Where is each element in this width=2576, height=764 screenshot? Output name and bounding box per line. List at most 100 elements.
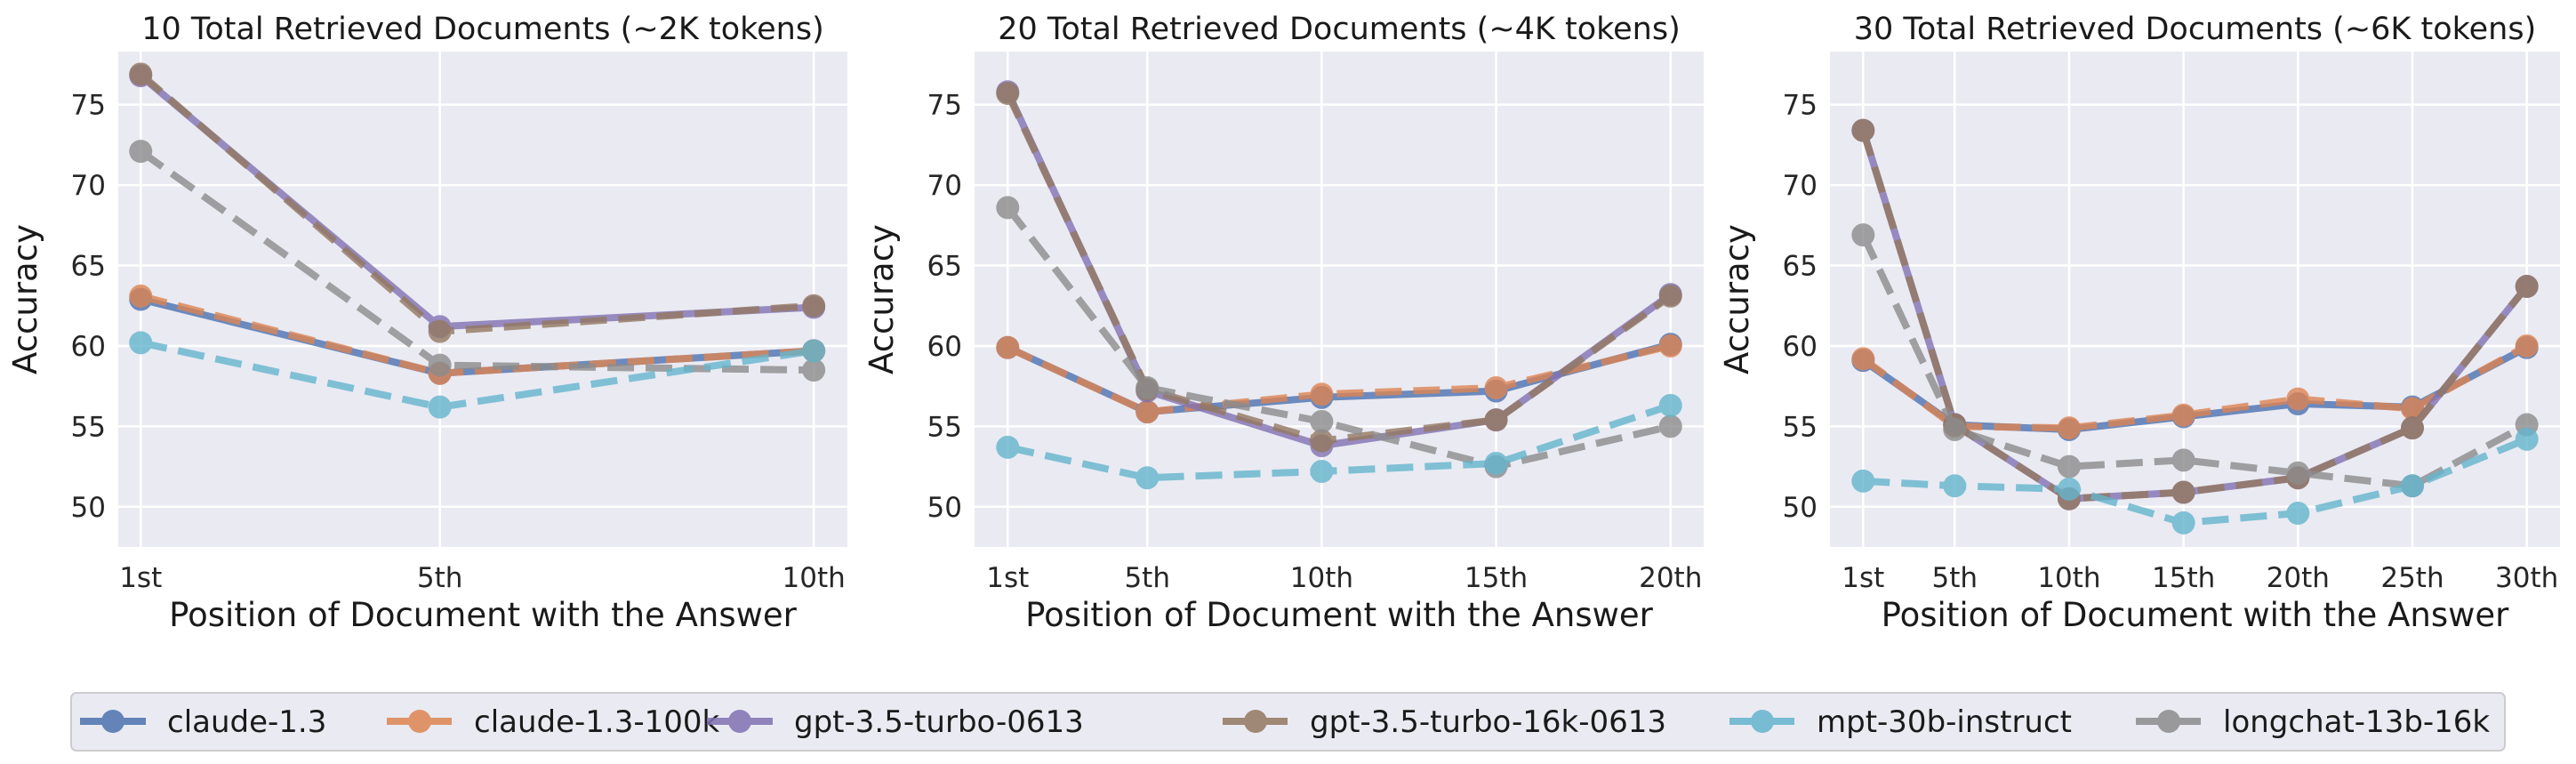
data-point bbox=[996, 82, 1020, 106]
legend-entry-claude-1.3-100k bbox=[387, 710, 453, 733]
legend-entry-gpt-3.5-turbo-0613 bbox=[707, 710, 773, 733]
y-tick-label: 60 bbox=[927, 331, 962, 363]
x-tick-label: 5th bbox=[1124, 562, 1170, 594]
data-point bbox=[2171, 448, 2195, 472]
legend-entry-mpt-30b-instruct bbox=[1729, 710, 1795, 733]
y-tick-label: 75 bbox=[71, 90, 106, 122]
series-claude-1.3-100k bbox=[996, 334, 1682, 424]
y-tick-label: 55 bbox=[71, 411, 106, 443]
data-point bbox=[1310, 460, 1334, 484]
series-gpt-3.5-turbo-16k-0613 bbox=[996, 82, 1682, 453]
data-point bbox=[1136, 400, 1160, 424]
data-point bbox=[2286, 387, 2310, 411]
data-point bbox=[1658, 393, 1682, 417]
x-tick-label: 15th bbox=[1465, 562, 1528, 594]
x-axis-label: Position of Document with the Answer bbox=[1025, 596, 1653, 634]
y-axis-label: Accuracy bbox=[1718, 224, 1756, 374]
x-tick-label: 1st bbox=[986, 562, 1029, 594]
y-tick-label: 75 bbox=[1783, 90, 1818, 122]
x-tick-label: 5th bbox=[417, 562, 463, 594]
legend-label: claude-1.3-100k bbox=[474, 704, 720, 740]
data-point bbox=[1851, 347, 1875, 371]
data-point bbox=[2171, 403, 2195, 427]
data-point bbox=[1943, 474, 1967, 498]
series-mpt-30b-instruct bbox=[129, 331, 826, 419]
chart-panel-2: 20 Total Retrieved Documents (~4K tokens… bbox=[863, 12, 1704, 634]
legend-label: longchat-13b-16k bbox=[2223, 704, 2490, 740]
x-axis-label: Position of Document with the Answer bbox=[169, 596, 797, 634]
legend-label: claude-1.3 bbox=[167, 704, 326, 740]
chart-title: 10 Total Retrieved Documents (~2K tokens… bbox=[141, 12, 824, 47]
data-point bbox=[2286, 502, 2310, 526]
y-tick-label: 65 bbox=[71, 251, 106, 283]
data-point bbox=[1851, 469, 1875, 493]
data-point bbox=[2057, 477, 2081, 501]
chart-title: 30 Total Retrieved Documents (~6K tokens… bbox=[1854, 12, 2537, 47]
x-tick-label: 10th bbox=[1290, 562, 1353, 594]
data-point bbox=[2057, 454, 2081, 479]
series-gpt-3.5-turbo-16k-0613 bbox=[129, 62, 826, 343]
data-point bbox=[802, 339, 826, 363]
legend-marker bbox=[1244, 710, 1267, 733]
legend-label: gpt-3.5-turbo-0613 bbox=[794, 704, 1084, 740]
legend-label: gpt-3.5-turbo-16k-0613 bbox=[1310, 704, 1666, 740]
x-tick-label: 15th bbox=[2152, 562, 2215, 594]
data-point bbox=[428, 395, 452, 419]
data-point bbox=[129, 331, 153, 355]
y-tick-label: 65 bbox=[927, 251, 962, 283]
x-tick-label: 25th bbox=[2380, 562, 2444, 594]
chart-panel-3: 30 Total Retrieved Documents (~6K tokens… bbox=[1718, 12, 2560, 634]
data-point bbox=[802, 294, 826, 318]
x-tick-label: 10th bbox=[782, 562, 846, 594]
y-tick-label: 60 bbox=[71, 331, 106, 363]
y-tick-label: 55 bbox=[1783, 411, 1818, 443]
y-axis-label: Accuracy bbox=[6, 224, 44, 374]
data-point bbox=[1484, 451, 1508, 475]
y-tick-label: 50 bbox=[71, 492, 106, 524]
x-tick-label: 1st bbox=[1842, 562, 1884, 594]
data-point bbox=[2171, 511, 2195, 535]
data-point bbox=[1851, 223, 1875, 247]
x-tick-label: 1st bbox=[119, 562, 162, 594]
legend-marker bbox=[728, 710, 751, 733]
data-point bbox=[996, 435, 1020, 459]
data-point bbox=[1310, 409, 1334, 433]
data-point bbox=[2171, 480, 2195, 504]
data-point bbox=[1658, 414, 1682, 438]
data-point bbox=[1943, 417, 1967, 441]
data-point bbox=[2286, 461, 2310, 485]
data-point bbox=[1136, 466, 1160, 490]
legend-entry-gpt-3.5-turbo-16k-0613 bbox=[1223, 710, 1288, 733]
data-point bbox=[2057, 416, 2081, 440]
chart-panels: 10 Total Retrieved Documents (~2K tokens… bbox=[6, 12, 2560, 634]
y-tick-label: 70 bbox=[71, 170, 106, 202]
data-point bbox=[129, 62, 153, 86]
x-tick-label: 30th bbox=[2495, 562, 2558, 594]
data-point bbox=[1484, 408, 1508, 432]
data-point bbox=[1658, 334, 1682, 358]
legend-marker bbox=[101, 710, 124, 733]
data-point bbox=[129, 140, 153, 164]
data-point bbox=[2400, 397, 2424, 421]
data-point bbox=[428, 353, 452, 377]
data-point bbox=[2515, 334, 2539, 358]
data-point bbox=[1136, 375, 1160, 399]
legend-entry-claude-1.3 bbox=[80, 710, 146, 733]
y-tick-label: 75 bbox=[927, 90, 962, 122]
legend-marker bbox=[408, 710, 431, 733]
data-point bbox=[1658, 284, 1682, 308]
chart-panel-1: 10 Total Retrieved Documents (~2K tokens… bbox=[6, 12, 847, 634]
data-point bbox=[2400, 474, 2424, 498]
x-tick-label: 10th bbox=[2037, 562, 2100, 594]
data-point bbox=[2515, 427, 2539, 451]
data-point bbox=[1310, 382, 1334, 406]
y-tick-label: 60 bbox=[1783, 331, 1818, 363]
x-tick-label: 20th bbox=[2267, 562, 2330, 594]
y-tick-label: 50 bbox=[1783, 492, 1818, 524]
chart-title: 20 Total Retrieved Documents (~4K tokens… bbox=[998, 12, 1681, 47]
legend: claude-1.3 claude-1.3-100k gpt-3.5-turbo-0… bbox=[70, 692, 2506, 752]
y-tick-label: 70 bbox=[1783, 170, 1818, 202]
data-point bbox=[1851, 118, 1875, 142]
series-mpt-30b-instruct bbox=[1851, 427, 2539, 535]
